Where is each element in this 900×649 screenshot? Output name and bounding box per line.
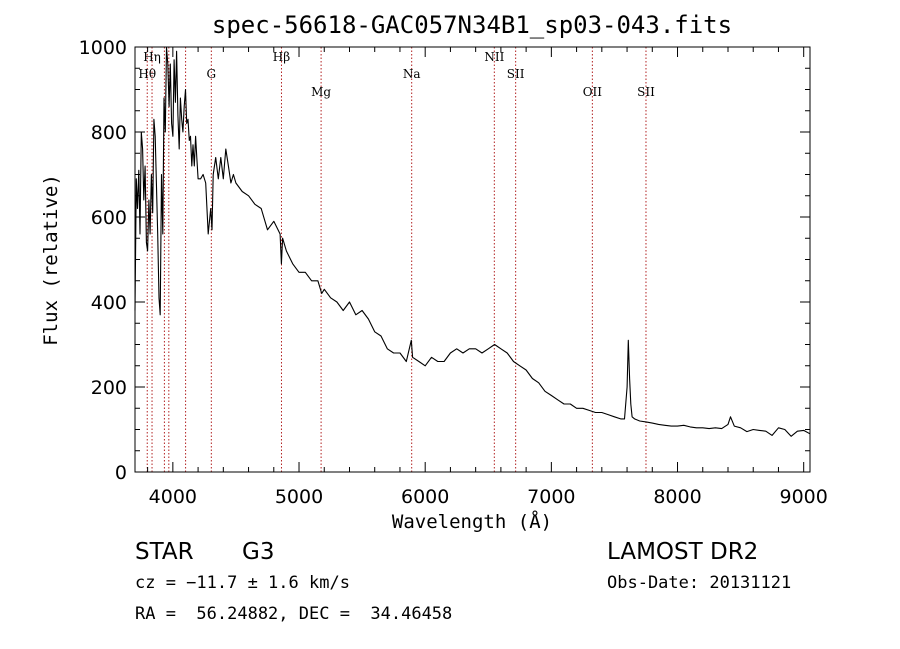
observation-date: Obs-Date: 20131121 — [607, 573, 792, 593]
x-tick-label-5: 9000 — [780, 486, 828, 508]
axis-ticks: 4000 5000 6000 7000 8000 9000 0 200 400 600 800 100… — [79, 37, 828, 508]
object-class: STAR — [135, 539, 194, 565]
x-tick-label-1: 5000 — [275, 486, 323, 508]
y-tick-label-0: 0 — [115, 462, 127, 484]
spectral-line-label-7: Mg — [311, 85, 331, 99]
spectrum-data — [134, 46, 811, 437]
x-tick-label-2: 6000 — [401, 486, 449, 508]
x-tick-label-4: 8000 — [653, 486, 701, 508]
y-tick-label-2: 400 — [91, 292, 127, 314]
spectral-line-label-6: Hβ — [273, 50, 290, 64]
x-axis-label: Wavelength (Å) — [392, 510, 552, 533]
y-tick-label-5: 1000 — [79, 37, 127, 59]
spectral-line-label-11: OII — [583, 85, 603, 99]
y-tick-label-4: 800 — [91, 122, 127, 144]
redshift-velocity: cz = −11.7 ± 1.6 km/s — [135, 573, 350, 593]
object-subclass: G3 — [242, 539, 275, 565]
spectral-line-label-0: Hη — [143, 50, 161, 64]
spectral-line-label-8: Na — [403, 67, 421, 81]
y-tick-label-3: 600 — [91, 207, 127, 229]
x-tick-label-3: 7000 — [527, 486, 575, 508]
spectral-line-label-9: NII — [484, 50, 504, 64]
spectral-line-label-10: SII — [507, 67, 525, 81]
survey-name: LAMOST DR2 — [607, 539, 759, 565]
y-tick-label-1: 200 — [91, 377, 127, 399]
coordinates: RA = 56.24882, DEC = 34.46458 — [135, 604, 453, 624]
spectrum-series-line — [134, 46, 811, 437]
chart-title: spec-56618-GAC057N34B1_sp03-043.fits — [212, 11, 732, 39]
spectral-line-label-12: SII — [637, 85, 655, 99]
x-tick-label-0: 4000 — [149, 486, 197, 508]
y-axis-label: Flux (relative) — [40, 174, 62, 346]
plot-frame — [134, 46, 811, 473]
spectral-line-label-5: G — [207, 67, 217, 81]
spectral-line-label-1: Hθ — [138, 67, 156, 81]
